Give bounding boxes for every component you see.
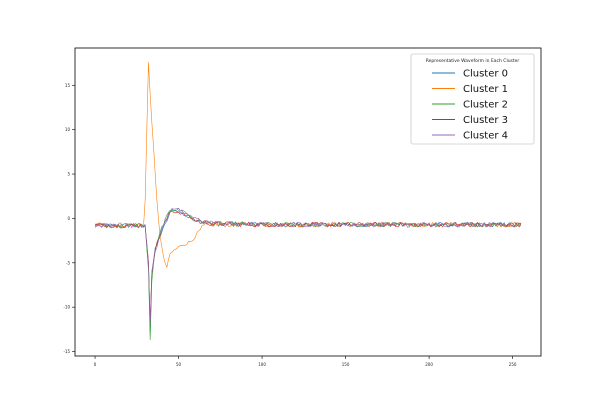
series-layer [94,61,522,340]
x-tick-label: 150 [342,362,350,367]
y-axis: -15 -10 -5 0 5 10 15 [63,83,75,354]
y-tick-label: -5 [66,260,70,265]
series-line-cluster-1 [94,61,522,268]
x-axis: 0 50 100 150 200 250 [94,356,517,367]
legend-label-cluster-1: Cluster 1 [463,84,508,95]
legend: Representative Waveform in Each Cluster … [410,53,535,145]
plot-frame [74,47,542,357]
y-tick-label: 0 [67,216,70,221]
legend-label-cluster-4: Cluster 4 [463,131,508,142]
x-tick-label: 200 [425,362,433,367]
y-tick-label: 15 [65,83,71,88]
legend-title: Representative Waveform in Each Cluster [426,58,520,64]
legend-box [410,53,535,145]
legend-label-cluster-3: Cluster 3 [463,115,508,126]
x-tick-label: 100 [258,362,266,367]
series-line-cluster-0 [94,208,522,333]
y-tick-label: 5 [67,172,70,177]
x-tick-label: 50 [176,362,182,367]
legend-label-cluster-2: Cluster 2 [463,100,508,111]
x-tick-label: 250 [509,362,517,367]
y-tick-label: -10 [63,305,70,310]
y-tick-label: 10 [65,127,71,132]
legend-entries: Cluster 0 Cluster 1 Cluster 2 Cluster 3 Clus… [432,69,508,142]
y-tick-label: -15 [63,349,70,354]
x-tick-label: 0 [94,362,97,367]
series-line-cluster-4 [94,207,522,324]
legend-label-cluster-0: Cluster 0 [463,69,508,80]
